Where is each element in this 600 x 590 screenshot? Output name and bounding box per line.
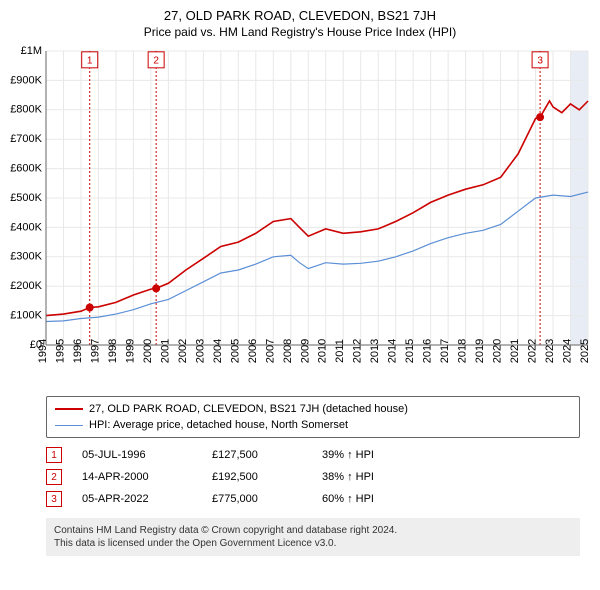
event-point bbox=[86, 304, 94, 312]
x-tick-label: 2014 bbox=[387, 339, 399, 363]
x-tick-label: 1994 bbox=[37, 339, 49, 363]
x-tick-label: 2016 bbox=[422, 339, 434, 363]
x-tick-label: 2021 bbox=[509, 339, 521, 363]
chart-area: 123£0£100K£200K£300K£400K£500K£600K£700K… bbox=[0, 45, 600, 388]
x-tick-label: 2006 bbox=[247, 339, 259, 363]
chart-title: 27, OLD PARK ROAD, CLEVEDON, BS21 7JH bbox=[0, 0, 600, 23]
x-tick-label: 2011 bbox=[334, 339, 346, 363]
legend-swatch bbox=[55, 408, 83, 410]
chart-subtitle: Price paid vs. HM Land Registry's House … bbox=[0, 23, 600, 45]
event-delta: 38% ↑ HPI bbox=[322, 471, 422, 483]
event-label-num: 3 bbox=[537, 55, 543, 66]
x-tick-label: 2008 bbox=[282, 339, 294, 363]
legend: 27, OLD PARK ROAD, CLEVEDON, BS21 7JH (d… bbox=[46, 396, 580, 438]
event-point bbox=[152, 284, 160, 292]
event-number: 3 bbox=[46, 491, 62, 507]
legend-swatch bbox=[55, 425, 83, 426]
legend-label: HPI: Average price, detached house, Nort… bbox=[89, 417, 348, 433]
x-tick-label: 2020 bbox=[492, 339, 504, 363]
x-tick-label: 2010 bbox=[317, 339, 329, 363]
x-tick-label: 2003 bbox=[194, 339, 206, 363]
x-tick-label: 2017 bbox=[439, 339, 451, 363]
event-point bbox=[536, 113, 544, 121]
y-tick-label: £1M bbox=[21, 45, 42, 57]
x-tick-label: 2022 bbox=[527, 339, 539, 363]
x-tick-label: 1999 bbox=[124, 339, 136, 363]
legend-label: 27, OLD PARK ROAD, CLEVEDON, BS21 7JH (d… bbox=[89, 401, 408, 417]
event-price: £775,000 bbox=[212, 493, 322, 505]
x-tick-label: 1995 bbox=[54, 339, 66, 363]
x-tick-label: 2000 bbox=[142, 339, 154, 363]
x-tick-label: 2009 bbox=[299, 339, 311, 363]
y-tick-label: £400K bbox=[10, 221, 42, 233]
x-tick-label: 2023 bbox=[544, 339, 556, 363]
event-price: £192,500 bbox=[212, 471, 322, 483]
event-number: 1 bbox=[46, 447, 62, 463]
legend-row: HPI: Average price, detached house, Nort… bbox=[55, 417, 571, 433]
event-number: 2 bbox=[46, 469, 62, 485]
y-tick-label: £100K bbox=[10, 310, 42, 322]
y-tick-label: £500K bbox=[10, 192, 42, 204]
y-tick-label: £600K bbox=[10, 163, 42, 175]
event-label-num: 2 bbox=[153, 55, 159, 66]
event-delta: 60% ↑ HPI bbox=[322, 493, 422, 505]
x-tick-label: 2025 bbox=[579, 339, 591, 363]
x-tick-label: 2002 bbox=[177, 339, 189, 363]
x-tick-label: 2004 bbox=[212, 339, 224, 363]
x-tick-label: 1997 bbox=[89, 339, 101, 363]
event-date: 05-JUL-1996 bbox=[82, 449, 212, 461]
y-tick-label: £200K bbox=[10, 280, 42, 292]
x-tick-label: 2019 bbox=[474, 339, 486, 363]
x-tick-label: 2015 bbox=[404, 339, 416, 363]
series-property bbox=[46, 101, 588, 316]
event-date: 05-APR-2022 bbox=[82, 493, 212, 505]
x-tick-label: 1998 bbox=[107, 339, 119, 363]
event-delta: 39% ↑ HPI bbox=[322, 449, 422, 461]
x-tick-label: 2018 bbox=[457, 339, 469, 363]
footer-line1: Contains HM Land Registry data © Crown c… bbox=[54, 524, 572, 537]
events-table: 1 05-JUL-1996£127,50039% ↑ HPI 2 14-APR-200… bbox=[46, 444, 580, 510]
x-tick-label: 2012 bbox=[352, 339, 364, 363]
chart-svg: 123£0£100K£200K£300K£400K£500K£600K£700K… bbox=[0, 45, 600, 383]
event-row: 1 05-JUL-1996£127,50039% ↑ HPI bbox=[46, 444, 580, 466]
x-tick-label: 2013 bbox=[369, 339, 381, 363]
event-row: 2 14-APR-2000£192,50038% ↑ HPI bbox=[46, 466, 580, 488]
x-tick-label: 2001 bbox=[159, 339, 171, 363]
event-label-num: 1 bbox=[87, 55, 93, 66]
x-tick-label: 2005 bbox=[229, 339, 241, 363]
event-date: 14-APR-2000 bbox=[82, 471, 212, 483]
event-row: 3 05-APR-2022£775,00060% ↑ HPI bbox=[46, 488, 580, 510]
event-price: £127,500 bbox=[212, 449, 322, 461]
y-tick-label: £800K bbox=[10, 104, 42, 116]
y-tick-label: £900K bbox=[10, 74, 42, 86]
y-tick-label: £300K bbox=[10, 251, 42, 263]
x-tick-label: 1996 bbox=[72, 339, 84, 363]
y-tick-label: £700K bbox=[10, 133, 42, 145]
x-tick-label: 2024 bbox=[562, 339, 574, 363]
x-tick-label: 2007 bbox=[264, 339, 276, 363]
footer-line2: This data is licensed under the Open Gov… bbox=[54, 537, 572, 550]
footer-attribution: Contains HM Land Registry data © Crown c… bbox=[46, 518, 580, 556]
legend-row: 27, OLD PARK ROAD, CLEVEDON, BS21 7JH (d… bbox=[55, 401, 571, 417]
